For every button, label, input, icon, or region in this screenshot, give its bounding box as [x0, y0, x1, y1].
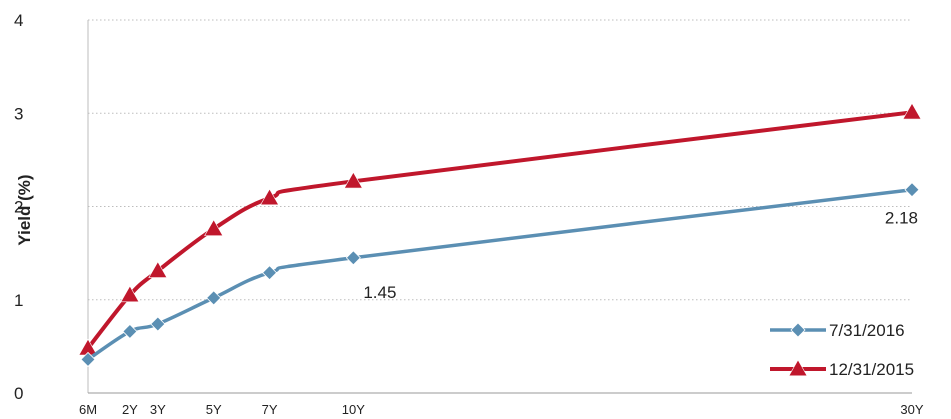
series-jul-2016: [80, 182, 920, 367]
data-point: [80, 351, 96, 367]
x-tick-label: 2Y: [122, 402, 138, 417]
y-tick-label: 0: [14, 384, 23, 403]
x-tick-label: 5Y: [206, 402, 222, 417]
data-point: [260, 188, 280, 206]
x-axis-ticks: 6M 2Y 3Y 5Y 7Y 10Y 30Y: [79, 402, 924, 417]
y-tick-label: 1: [14, 291, 23, 310]
gridlines: [88, 19, 912, 301]
y-axis-ticks: 0 1 2 3 4: [14, 11, 23, 403]
data-point: [148, 261, 168, 278]
data-point: [120, 285, 140, 303]
series-dec-2015: [78, 102, 922, 356]
x-tick-label: 10Y: [342, 402, 365, 417]
x-tick-label: 30Y: [900, 402, 923, 417]
x-tick-label: 3Y: [150, 402, 166, 417]
x-tick-label: 6M: [79, 402, 97, 417]
legend-item: 12/31/2015: [770, 359, 914, 379]
data-labels: 1.45 2.18: [363, 209, 918, 302]
axes: [87, 20, 912, 394]
x-tick-label: 7Y: [262, 402, 278, 417]
data-point: [261, 265, 278, 281]
data-point: [904, 182, 920, 198]
data-point: [206, 290, 222, 306]
data-point: [204, 219, 224, 236]
data-point: [343, 171, 363, 189]
y-axis-title: Yield (%): [15, 174, 34, 245]
data-point: [122, 323, 138, 340]
legend-marker: [788, 359, 808, 377]
legend-marker: [790, 322, 806, 338]
legend-label: 7/31/2016: [829, 321, 905, 340]
data-point: [345, 250, 361, 266]
data-point: [902, 102, 922, 120]
data-label: 2.18: [885, 209, 918, 228]
legend: 7/31/2016 12/31/2015: [770, 321, 914, 379]
legend-label: 12/31/2015: [829, 360, 914, 379]
y-tick-label: 2: [14, 198, 23, 217]
y-tick-label: 4: [14, 11, 23, 30]
data-label: 1.45: [363, 283, 396, 302]
legend-item: 7/31/2016: [770, 321, 905, 340]
y-tick-label: 3: [14, 104, 23, 123]
data-point: [150, 316, 166, 332]
series-line: [87, 187, 913, 361]
series-group: [78, 102, 922, 367]
